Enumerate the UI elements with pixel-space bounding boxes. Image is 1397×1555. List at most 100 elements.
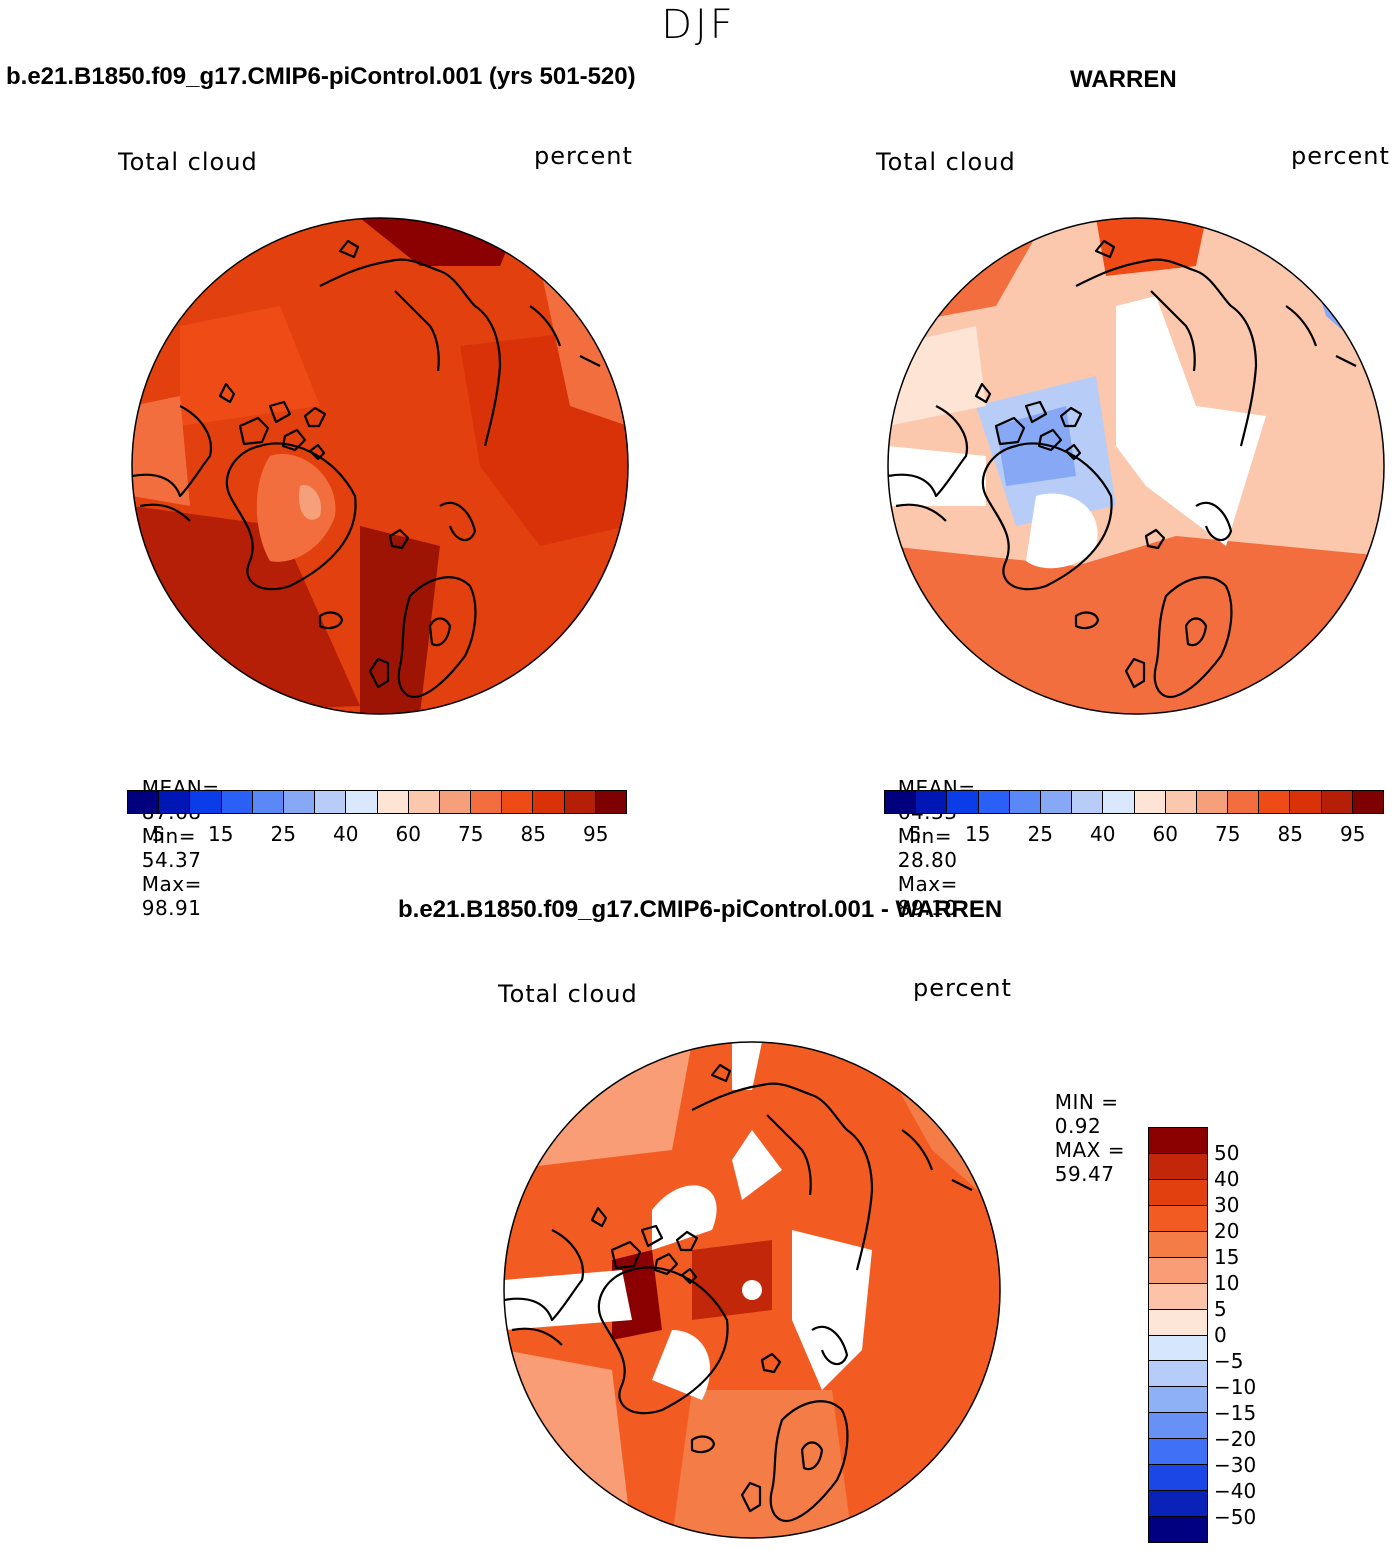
model-colorbar-tick-label: 15 — [208, 822, 234, 846]
model-colorbar-segment — [252, 791, 284, 813]
difference-colorbar-segment — [1149, 1517, 1207, 1542]
difference-colorbar-tick-label: 10 — [1214, 1271, 1240, 1295]
obs-colorbar-tick-label: 25 — [1027, 822, 1053, 846]
obs-variable-label: Total cloud — [876, 148, 1016, 176]
difference-colorbar-tick-label: 40 — [1214, 1167, 1240, 1191]
obs-colorbar — [884, 790, 1384, 814]
model-stats: MEAN= 87.68 Min= 54.37 Max= 98.91 — [128, 752, 220, 920]
difference-colorbar-tick-label: −15 — [1214, 1401, 1257, 1425]
difference-colorbar-segment — [1149, 1465, 1207, 1492]
difference-colorbar-tick-label: −40 — [1214, 1479, 1257, 1503]
difference-colorbar-segment — [1149, 1439, 1207, 1466]
diff-min-label: MIN = — [1054, 1090, 1119, 1114]
obs-units-label: percent — [1291, 142, 1390, 170]
difference-colorbar-tick-label: 20 — [1214, 1219, 1240, 1243]
model-colorbar-tick-label: 85 — [520, 822, 546, 846]
obs-colorbar-ticks: 5 15 25 40 60 75 85 95 — [884, 822, 1384, 846]
diff-units-label: percent — [913, 974, 1012, 1002]
difference-colorbar-segment — [1149, 1387, 1207, 1414]
difference-colorbar-tick-label: 0 — [1214, 1323, 1227, 1347]
obs-colorbar-segment — [916, 791, 948, 813]
diff-min-value: 0.92 — [1054, 1114, 1102, 1138]
model-colorbar-tick-label: 25 — [270, 822, 296, 846]
obs-colorbar-segment — [1009, 791, 1041, 813]
obs-max-label: Max= — [897, 872, 958, 896]
obs-colorbar-segment — [885, 791, 917, 813]
model-min-label: Min= — [141, 824, 196, 848]
obs-colorbar-segment — [1165, 791, 1197, 813]
difference-colorbar — [1148, 1127, 1208, 1543]
difference-colorbar-segment — [1149, 1257, 1207, 1284]
difference-colorbar-segment — [1149, 1335, 1207, 1362]
obs-colorbar-segment — [1228, 791, 1260, 813]
model-colorbar-segment — [190, 791, 222, 813]
obs-panel-title: WARREN — [1070, 66, 1177, 93]
difference-colorbar-segment — [1149, 1309, 1207, 1336]
difference-colorbar-tick-label: 30 — [1214, 1193, 1240, 1217]
obs-colorbar-segment — [1196, 791, 1229, 813]
difference-colorbar-segment — [1149, 1128, 1207, 1154]
obs-colorbar-segment — [947, 791, 979, 813]
difference-colorbar-segment — [1149, 1361, 1207, 1388]
model-panel-title: b.e21.B1850.f09_g17.CMIP6-piControl.001 … — [6, 63, 636, 90]
obs-min-value: 28.80 — [897, 848, 958, 872]
obs-colorbar-tick-label: 85 — [1277, 822, 1303, 846]
model-colorbar-tick-label: 60 — [395, 822, 421, 846]
model-colorbar-segment — [377, 791, 409, 813]
difference-colorbar-segment — [1149, 1491, 1207, 1518]
obs-colorbar-segment — [1103, 791, 1135, 813]
obs-colorbar-tick-label: 5 — [908, 822, 922, 846]
model-colorbar-ticks: 5 15 25 40 60 75 85 95 — [127, 822, 627, 846]
obs-colorbar-tick-label: 60 — [1152, 822, 1178, 846]
diff-variable-label: Total cloud — [498, 980, 638, 1008]
difference-colorbar-segment — [1149, 1231, 1207, 1258]
difference-colorbar-tick-label: −5 — [1214, 1349, 1244, 1373]
model-colorbar-tick-label: 95 — [583, 822, 609, 846]
difference-colorbar-segment — [1149, 1413, 1207, 1440]
model-colorbar-tick-label: 75 — [458, 822, 484, 846]
difference-colorbar-segment — [1149, 1205, 1207, 1232]
difference-colorbar-tick-label: 5 — [1214, 1297, 1227, 1321]
model-colorbar-segment — [564, 791, 596, 813]
obs-colorbar-segment — [1259, 791, 1291, 813]
model-colorbar-segment — [221, 791, 253, 813]
model-colorbar-segment — [159, 791, 191, 813]
difference-colorbar-tick-label: −10 — [1214, 1375, 1257, 1399]
diff-max-label: MAX = — [1054, 1138, 1125, 1162]
obs-colorbar-segment — [1352, 791, 1383, 813]
obs-colorbar-segment — [978, 791, 1010, 813]
model-units-label: percent — [534, 142, 633, 170]
model-variable-label: Total cloud — [118, 148, 258, 176]
model-colorbar-segment — [346, 791, 378, 813]
difference-colorbar-tick-label: 50 — [1214, 1141, 1240, 1165]
model-colorbar-tick-label: 40 — [333, 822, 359, 846]
model-colorbar-segment — [283, 791, 316, 813]
difference-colorbar-segment — [1149, 1283, 1207, 1310]
diff-max-value: 59.47 — [1054, 1162, 1115, 1186]
difference-colorbar-tick-label: −30 — [1214, 1453, 1257, 1477]
obs-colorbar-tick-label: 40 — [1090, 822, 1116, 846]
obs-colorbar-segment — [1321, 791, 1353, 813]
model-colorbar-segment — [128, 791, 160, 813]
model-colorbar-segment — [408, 791, 440, 813]
difference-polar-map — [503, 1041, 1001, 1539]
model-colorbar-segment — [439, 791, 472, 813]
obs-min-label: Min= — [897, 824, 952, 848]
obs-colorbar-tick-label: 75 — [1215, 822, 1241, 846]
model-colorbar-segment — [471, 791, 503, 813]
obs-colorbar-segment — [1290, 791, 1322, 813]
model-colorbar-tick-label: 5 — [151, 822, 165, 846]
model-min-value: 54.37 — [141, 848, 202, 872]
obs-stats: MEAN= 64.33 Min= 28.80 Max= 89.10 — [884, 752, 976, 920]
model-colorbar-segment — [595, 791, 626, 813]
obs-colorbar-tick-label: 95 — [1340, 822, 1366, 846]
obs-colorbar-segment — [1040, 791, 1073, 813]
difference-colorbar-tick-label: 15 — [1214, 1245, 1240, 1269]
obs-colorbar-segment — [1072, 791, 1104, 813]
obs-colorbar-tick-label: 15 — [965, 822, 991, 846]
model-colorbar-segment — [502, 791, 534, 813]
model-colorbar-segment — [533, 791, 565, 813]
model-colorbar — [127, 790, 627, 814]
model-max-label: Max= — [141, 872, 202, 896]
difference-colorbar-segment — [1149, 1153, 1207, 1180]
